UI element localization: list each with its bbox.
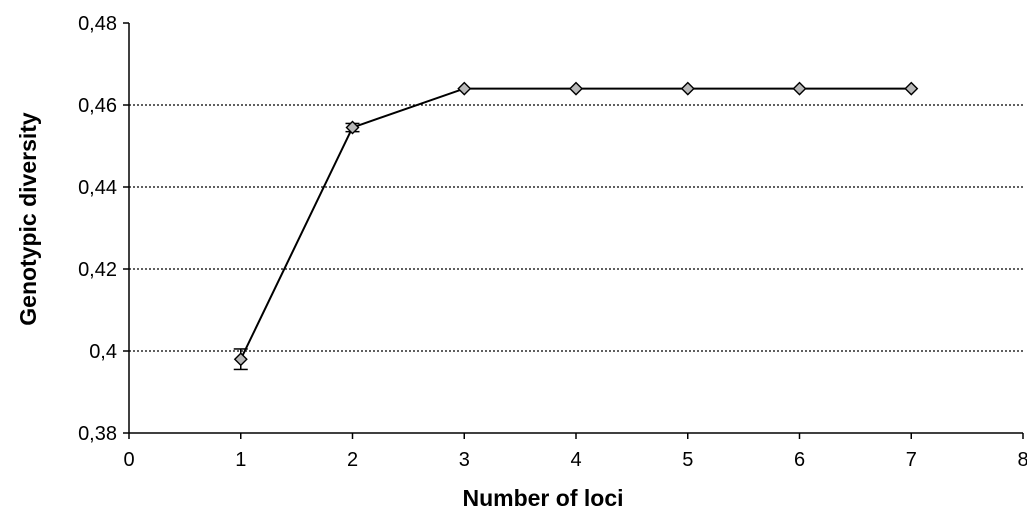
y-tick-label-4: 0,46 xyxy=(78,95,117,117)
data-point-1 xyxy=(233,352,248,367)
axes xyxy=(123,22,1024,439)
x-tick-label-5: 5 xyxy=(682,449,693,471)
tick-labels: 0,38 0,4 0,42 0,44 0,46 0,48 0 1 2 3 4 5 6 7 8 xyxy=(78,13,1027,471)
data-point-5 xyxy=(680,81,695,96)
x-tick-label-4: 4 xyxy=(570,449,581,471)
y-tick-label-3: 0,44 xyxy=(78,177,117,199)
y-tick-label-2: 0,42 xyxy=(78,259,117,281)
x-tick-label-7: 7 xyxy=(906,449,917,471)
x-tick-label-6: 6 xyxy=(794,449,805,471)
y-tick-label-0: 0,38 xyxy=(78,423,117,445)
x-tick-label-3: 3 xyxy=(459,449,470,471)
data-point-3 xyxy=(457,81,472,96)
data-point-6 xyxy=(792,81,807,96)
data-point-4 xyxy=(569,81,583,96)
series-line-layer xyxy=(239,87,912,360)
data-point-2 xyxy=(345,120,360,135)
y-axis-title: Genotypic diversity xyxy=(15,112,41,326)
data-point-7 xyxy=(904,81,919,96)
series-line-0 xyxy=(239,87,912,360)
y-tick-label-1: 0,4 xyxy=(89,341,117,363)
gridlines xyxy=(129,104,1023,352)
x-tick-label-1: 1 xyxy=(235,449,246,471)
x-tick-label-0: 0 xyxy=(123,449,134,471)
y-tick-label-5: 0,48 xyxy=(78,13,117,35)
x-axis-title: Number of loci xyxy=(462,485,623,511)
data-points xyxy=(233,81,919,367)
x-tick-label-8: 8 xyxy=(1017,449,1027,471)
x-tick-label-2: 2 xyxy=(347,449,358,471)
